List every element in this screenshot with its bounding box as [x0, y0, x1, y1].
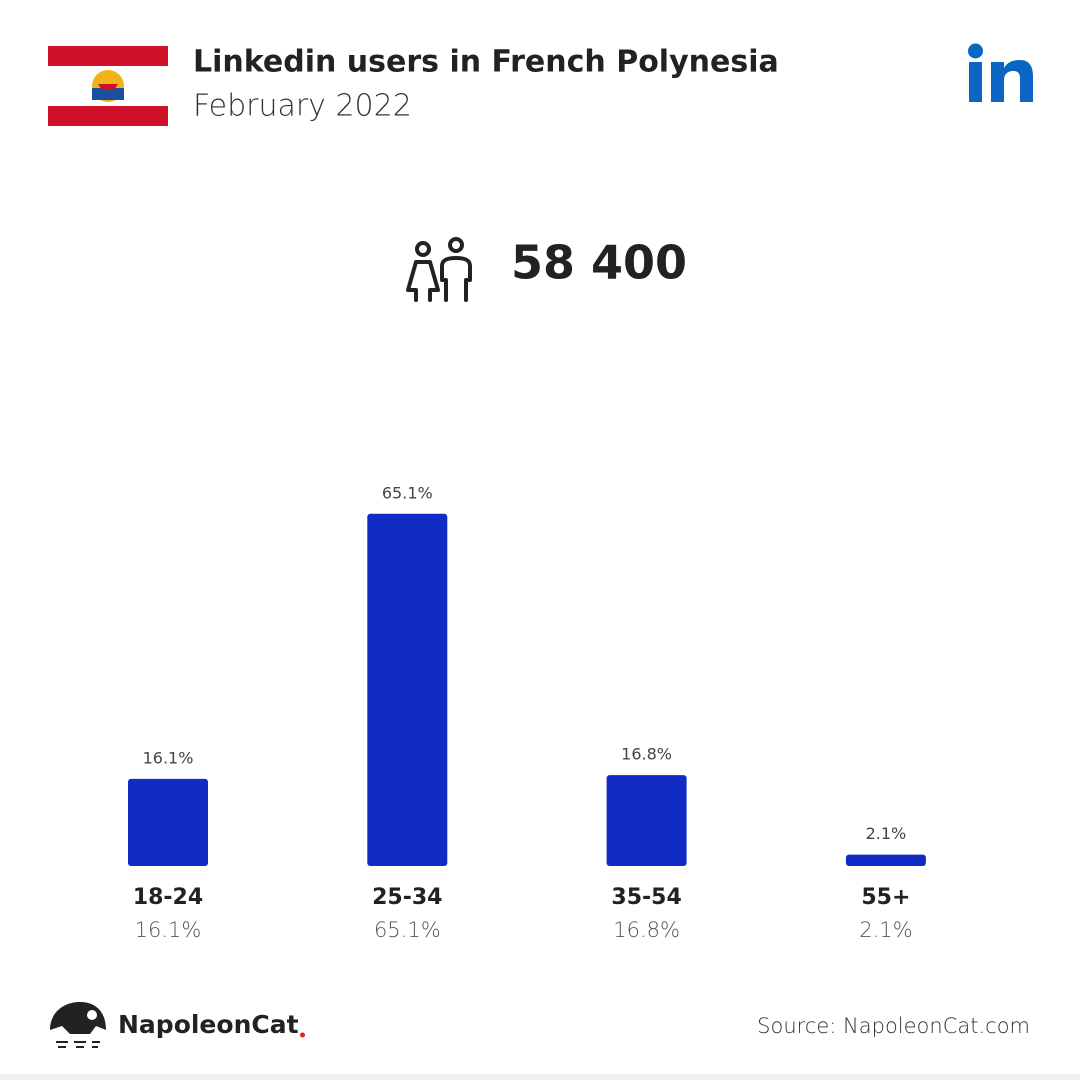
bar [128, 778, 208, 866]
category-value-label: 16.1% [135, 918, 202, 942]
flag-emblem-boat [98, 84, 118, 90]
brand-dot [300, 1032, 306, 1038]
bar-chart: 16.1% 18-24 16.1% 65.1% 25-34 65.1% 16.8% 35-54… [128, 483, 926, 942]
linkedin-logo [968, 43, 1033, 102]
bar [367, 513, 448, 866]
brand-cat-eye [87, 1010, 97, 1020]
subtitle: February 2022 [193, 89, 412, 124]
bar [845, 854, 926, 866]
category-label: 35-54 [611, 885, 681, 910]
icon-body-female [406, 260, 440, 302]
bar-value-label: 16.8% [621, 745, 672, 764]
users-icon [406, 237, 472, 302]
bar-value-label: 2.1% [866, 824, 907, 843]
icon-head-male [448, 237, 464, 253]
category-label: 25-34 [372, 885, 442, 910]
flag-band-bottom [48, 106, 168, 126]
category-label: 55+ [861, 885, 910, 910]
source: Source: NapoleonCat.com [757, 1014, 1030, 1038]
bar-value-label: 16.1% [143, 748, 194, 767]
category-value-label: 65.1% [374, 918, 441, 942]
flag [48, 46, 168, 126]
logo-n [991, 60, 1033, 102]
icon-head-female [415, 241, 431, 257]
title: Linkedin users in French Polynesia [193, 45, 779, 80]
flag-emblem-sea [92, 88, 124, 100]
brand-logo [50, 1002, 106, 1048]
brand-cat-lines [56, 1041, 100, 1048]
icon-body-male [440, 256, 472, 302]
bottom-strip [0, 1074, 1080, 1080]
bar [606, 775, 687, 866]
flag-band-top [48, 46, 168, 66]
category-label: 18-24 [133, 885, 203, 910]
logo-i-dot [968, 43, 983, 59]
category-value-label: 16.8% [613, 918, 680, 942]
bar-value-label: 65.1% [382, 483, 433, 502]
total-users: 58 400 [511, 236, 687, 290]
brand-name: NapoleonCat [118, 1010, 299, 1039]
category-value-label: 2.1% [859, 918, 912, 942]
logo-i-stem [969, 62, 982, 102]
